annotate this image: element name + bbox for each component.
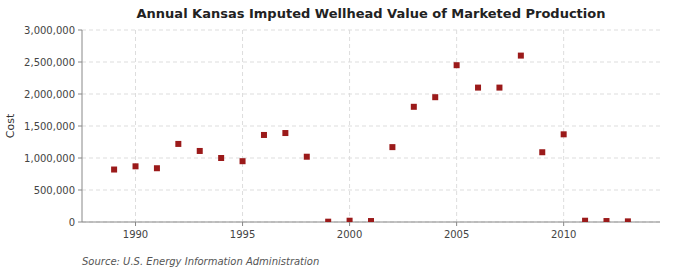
x-tick-label: 2010 (551, 229, 576, 240)
y-tick (78, 222, 82, 223)
point (475, 85, 481, 91)
y-tick (78, 126, 82, 127)
point (625, 218, 631, 222)
y-tick-label: 500,000 (34, 185, 75, 196)
y-axis-label: Cost (4, 113, 17, 138)
point (111, 167, 117, 173)
point (304, 154, 310, 160)
x-tick (242, 222, 243, 226)
point (389, 144, 395, 150)
y-tick-label: 2,500,000 (24, 57, 75, 68)
x-tick-label: 1990 (123, 229, 148, 240)
y-axis-line (82, 30, 83, 222)
point (154, 165, 160, 171)
point (518, 53, 524, 59)
point (411, 104, 417, 110)
y-tick (78, 30, 82, 31)
point (539, 149, 545, 155)
point (175, 141, 181, 147)
point (197, 148, 203, 154)
point (261, 132, 267, 138)
x-grid-line (242, 30, 243, 222)
point (133, 163, 139, 169)
x-tick (563, 222, 564, 226)
y-tick (78, 62, 82, 63)
grid (82, 30, 660, 222)
x-tick-label: 2005 (444, 229, 469, 240)
y-grid-line (82, 62, 660, 63)
point (603, 218, 609, 222)
x-grid-line (349, 30, 350, 222)
y-grid-line (82, 94, 660, 95)
x-tick-label: 1995 (230, 229, 255, 240)
point (347, 218, 353, 222)
y-tick-label: 0 (69, 217, 75, 228)
x-grid-line (456, 30, 457, 222)
point (240, 158, 246, 164)
y-tick-label: 2,000,000 (24, 89, 75, 100)
point (432, 94, 438, 100)
y-grid-line (82, 30, 660, 31)
point (496, 85, 502, 91)
x-tick (456, 222, 457, 226)
x-tick-label: 2000 (337, 229, 362, 240)
points (111, 53, 631, 222)
point (561, 131, 567, 137)
y-tick (78, 158, 82, 159)
point (454, 62, 460, 68)
title: Annual Kansas Imputed Wellhead Value of … (137, 6, 606, 21)
point (582, 218, 588, 222)
x-tick (349, 222, 350, 226)
y-tick (78, 190, 82, 191)
chart: Annual Kansas Imputed Wellhead Value of … (0, 0, 675, 275)
y-grid-line (82, 126, 660, 127)
x-grid-line (563, 30, 564, 222)
y-tick (78, 94, 82, 95)
y-grid-line (82, 158, 660, 159)
y-grid-line (82, 190, 660, 191)
y-tick-label: 1,000,000 (24, 153, 75, 164)
y-tick-label: 3,000,000 (24, 25, 75, 36)
point (368, 218, 374, 222)
point (218, 155, 224, 161)
x-grid-line (135, 30, 136, 222)
y-tick-label: 1,500,000 (24, 121, 75, 132)
source: Source: U.S. Energy Information Administ… (82, 256, 319, 267)
point (282, 130, 288, 136)
x-tick (135, 222, 136, 226)
point (325, 219, 331, 222)
